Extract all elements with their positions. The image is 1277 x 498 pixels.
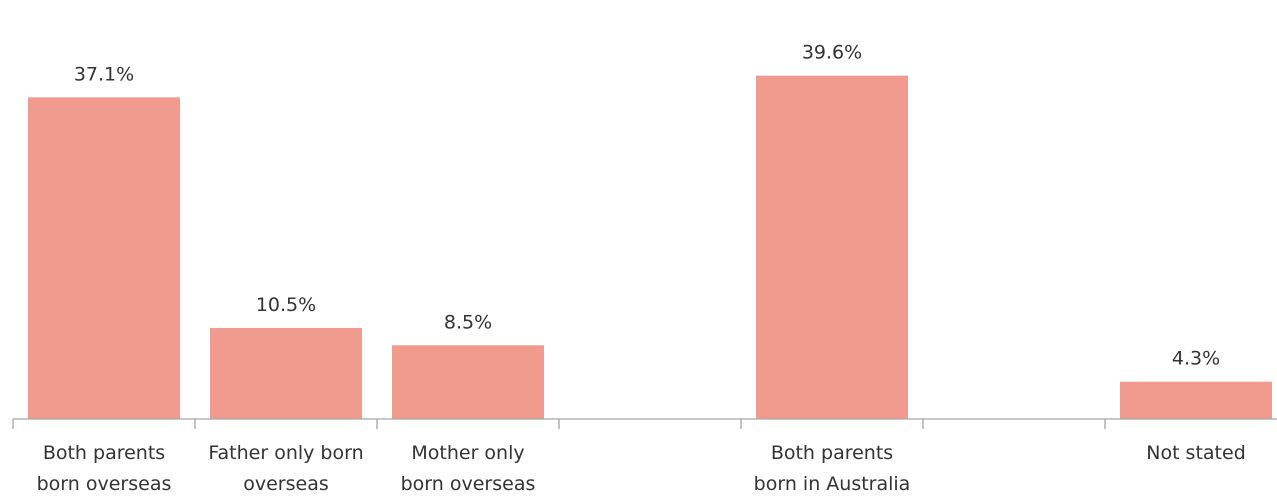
category-label-3: Mother only born overseas — [401, 442, 536, 495]
category-labels-group: Both parents born overseas Father only bor… — [37, 442, 1246, 495]
category-label-2-line-1: Father only born — [208, 442, 363, 464]
category-label-1-line-1: Both parents — [43, 442, 165, 464]
category-label-2-line-2: overseas — [243, 473, 329, 495]
category-label-3-line-1: Mother only — [411, 442, 524, 464]
category-label-7: Not stated — [1146, 442, 1246, 464]
bar-1 — [28, 97, 180, 419]
category-label-1-line-2: born overseas — [37, 473, 172, 495]
category-label-1: Both parents born overseas — [37, 442, 172, 495]
data-label-2: 10.5% — [256, 294, 316, 316]
category-label-5-line-1: Both parents — [771, 442, 893, 464]
data-label-7: 4.3% — [1172, 348, 1220, 370]
data-labels-group: 37.1% 10.5% 8.5% 39.6% 4.3% — [74, 42, 1220, 370]
bar-2 — [210, 327, 362, 419]
data-label-1: 37.1% — [74, 63, 134, 85]
data-label-3: 8.5% — [444, 311, 492, 333]
bar-5 — [756, 75, 908, 419]
bar-3 — [392, 345, 544, 419]
data-label-5: 39.6% — [802, 42, 862, 64]
category-label-3-line-2: born overseas — [401, 473, 536, 495]
x-axis — [12, 418, 1277, 429]
category-label-5-line-2: born in Australia — [754, 473, 911, 495]
bars-group — [28, 75, 1272, 419]
bar-7 — [1120, 381, 1272, 419]
category-label-7-line-1: Not stated — [1146, 442, 1246, 464]
category-label-2: Father only born overseas — [208, 442, 363, 495]
category-label-5: Both parents born in Australia — [754, 442, 911, 495]
